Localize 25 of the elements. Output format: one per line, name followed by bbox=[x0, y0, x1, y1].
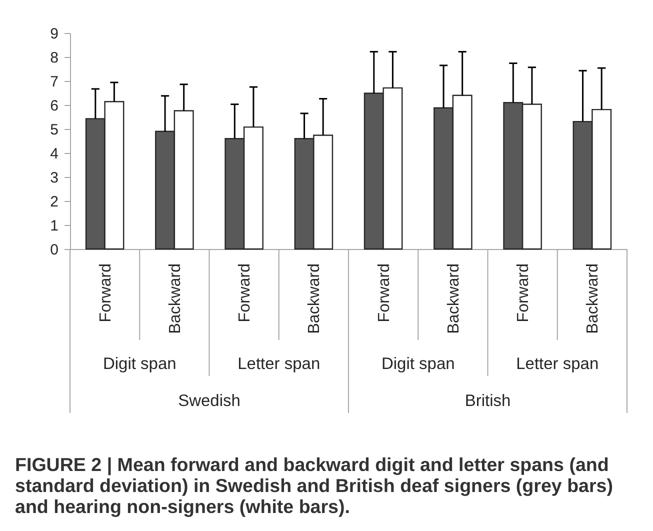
x-tick-label: Forward bbox=[376, 264, 393, 322]
text: Letter span bbox=[238, 355, 320, 373]
caption: FIGURE 2 | Mean forward and backward digit and letter spans (and standard deviation) in Swedish and British deaf signers (grey bars) and hearing non-signers (white bars). bbox=[15, 454, 614, 517]
y-tick-label: 2 bbox=[50, 194, 58, 210]
x-tick-label: Forward bbox=[236, 264, 254, 322]
y-tick-label: 8 bbox=[50, 50, 58, 66]
y-tick-label: 0 bbox=[50, 242, 58, 258]
text: Letter span bbox=[516, 355, 599, 373]
y-tick-label: 3 bbox=[50, 170, 58, 186]
x-tick-label: Forward bbox=[515, 264, 532, 322]
x-tick-label: Backward bbox=[445, 264, 462, 334]
y-tick-label: 1 bbox=[50, 218, 58, 234]
text: Digit span bbox=[381, 355, 455, 373]
text: Digit span bbox=[102, 355, 176, 373]
y-tick-label: 7 bbox=[50, 74, 58, 90]
y-tick-label: 4 bbox=[50, 146, 58, 162]
y-tick-label: 6 bbox=[50, 98, 58, 114]
x-tick-label: Forward bbox=[97, 264, 114, 322]
text: Swedish bbox=[178, 392, 240, 410]
y-tick-label: 5 bbox=[50, 122, 58, 138]
x-tick-label: Backward bbox=[166, 264, 184, 334]
x-tick-label: Backward bbox=[584, 264, 602, 334]
x-tick-label: Backward bbox=[306, 264, 324, 334]
y-tick-label: 9 bbox=[50, 26, 58, 42]
text: British bbox=[464, 392, 511, 410]
